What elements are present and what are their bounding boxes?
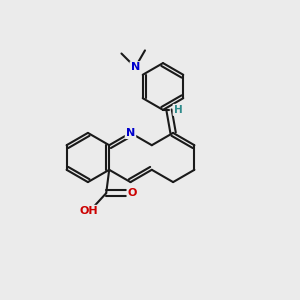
Text: N: N <box>130 62 140 72</box>
Text: O: O <box>128 188 137 198</box>
Text: OH: OH <box>80 206 98 216</box>
Text: N: N <box>126 128 135 138</box>
Text: H: H <box>174 105 182 115</box>
